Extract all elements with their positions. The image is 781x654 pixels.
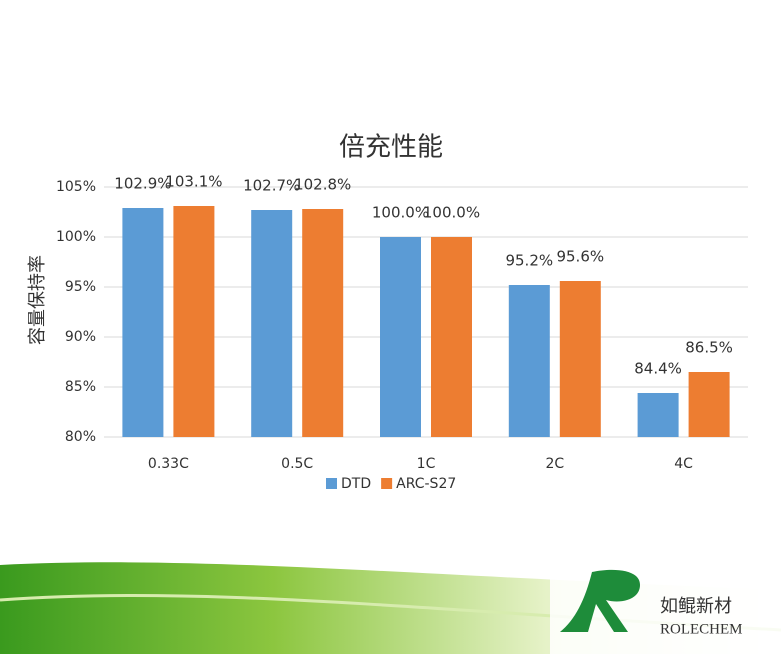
bar	[431, 237, 472, 437]
x-tick-label: 1C	[417, 456, 436, 472]
bar	[122, 208, 164, 437]
y-tick-label: 105%	[56, 179, 96, 195]
y-tick-label: 100%	[56, 229, 96, 245]
bar	[688, 372, 730, 437]
logo-mark	[560, 569, 640, 632]
bar	[251, 210, 293, 437]
value-label: 84.4%	[634, 360, 682, 378]
x-tick-label: 0.5C	[281, 456, 313, 472]
value-label: 103.1%	[165, 173, 222, 191]
legend-label: ARC-S27	[396, 476, 456, 492]
value-label: 86.5%	[685, 339, 733, 357]
value-label: 95.6%	[556, 248, 604, 266]
value-label: 100.0%	[423, 204, 480, 222]
bar	[637, 393, 679, 437]
value-label: 102.8%	[294, 176, 351, 194]
y-tick-label: 90%	[65, 329, 96, 345]
legend-swatch	[326, 478, 337, 489]
bar	[173, 206, 215, 437]
bar	[302, 209, 344, 437]
x-tick-label: 4C	[674, 456, 693, 472]
chart-title: 倍充性能	[339, 133, 443, 163]
bar	[380, 237, 421, 437]
logo-brand: ROLECHEM	[660, 621, 743, 637]
value-label: 102.7%	[243, 177, 300, 195]
bar	[559, 281, 601, 437]
value-label: 95.2%	[505, 252, 553, 270]
x-tick-label: 0.33C	[148, 456, 189, 472]
value-label: 102.9%	[114, 175, 171, 193]
bar	[508, 285, 550, 437]
legend-label: DTD	[341, 476, 371, 492]
legend-swatch	[381, 478, 393, 489]
y-tick-label: 80%	[65, 429, 96, 445]
y-tick-label: 85%	[65, 379, 96, 395]
logo-name: 如鲲新材	[660, 596, 732, 617]
x-tick-label: 2C	[545, 456, 564, 472]
y-tick-label: 95%	[65, 279, 96, 295]
y-axis-label: 容量保持率	[27, 255, 48, 345]
value-label: 100.0%	[372, 204, 429, 222]
